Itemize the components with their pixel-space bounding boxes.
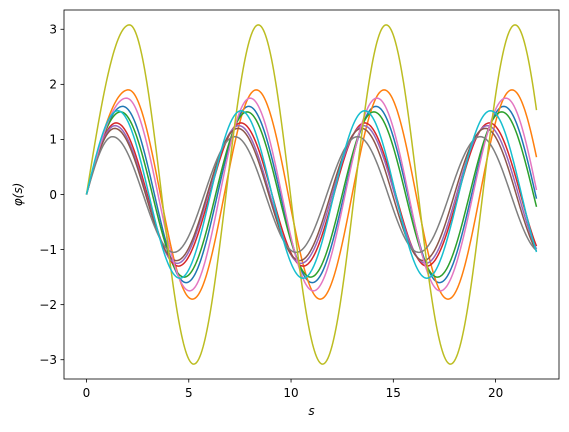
series-line-9: [85, 24, 538, 365]
x-tick-label: 0: [83, 386, 91, 400]
x-tick-label: 20: [488, 386, 503, 400]
y-tick-label: 1: [49, 133, 57, 147]
y-tick-label: 3: [49, 23, 57, 37]
series-line-8: [85, 135, 537, 254]
y-tick-label: −3: [39, 353, 57, 367]
y-axis-label: φ(s): [11, 183, 25, 207]
series-line-1: [85, 105, 538, 284]
y-tick-label: −1: [39, 243, 57, 257]
y-tick-label: 2: [49, 78, 57, 92]
series-line-7: [85, 97, 538, 292]
x-tick-label: 15: [386, 386, 401, 400]
series-layer: [85, 24, 538, 365]
x-tick-label: 5: [185, 386, 193, 400]
series-line-3: [85, 111, 538, 278]
y-axis: −3 −2 −1 0 1 2 3: [39, 23, 64, 367]
x-axis: 0 5 10 15 20: [83, 379, 503, 400]
x-axis-label: s: [308, 404, 314, 418]
y-tick-label: −2: [39, 298, 57, 312]
x-tick-label: 10: [283, 386, 298, 400]
series-line-10: [85, 110, 538, 279]
y-tick-label: 0: [49, 188, 57, 202]
